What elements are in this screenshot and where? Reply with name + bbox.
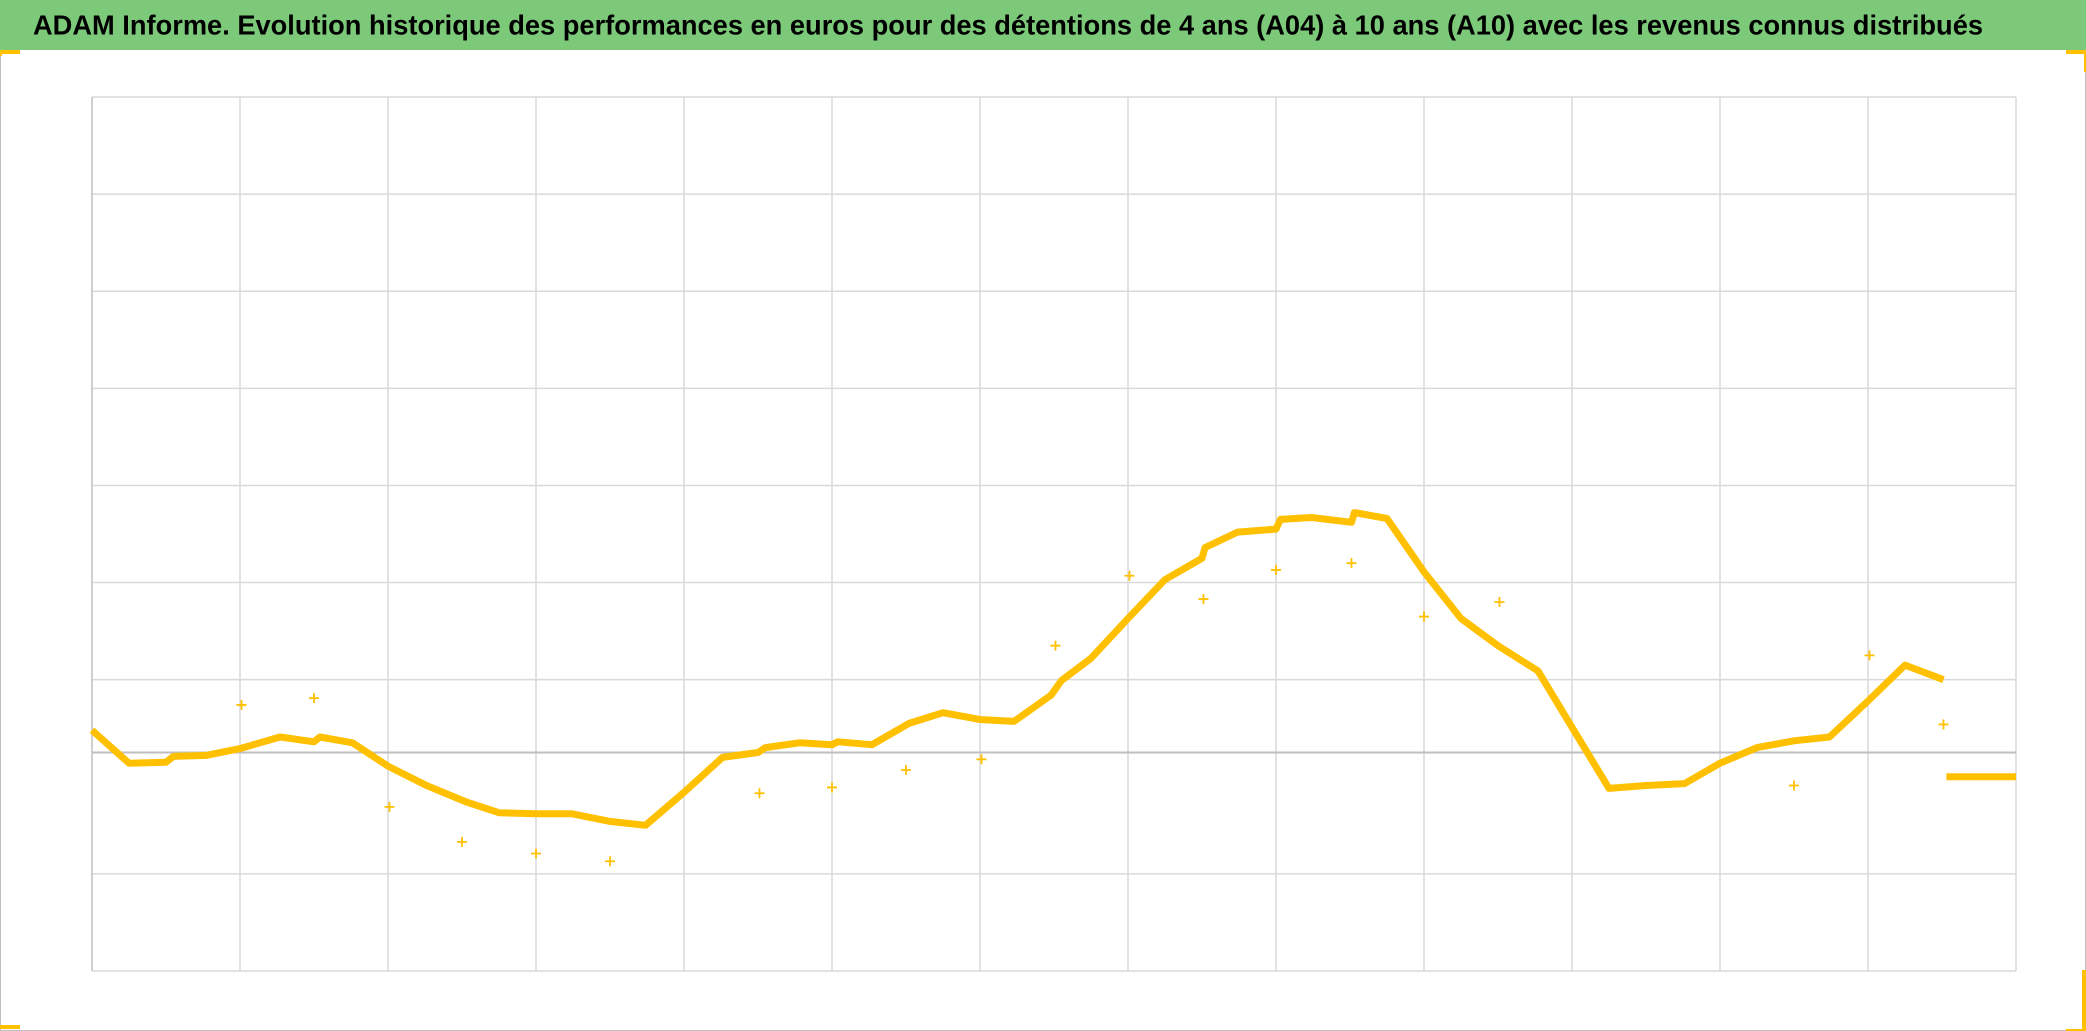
plus-marker bbox=[1789, 780, 1799, 791]
plus-marker bbox=[1198, 594, 1209, 605]
plus-marker bbox=[1419, 611, 1429, 622]
corner-handle bbox=[2066, 50, 2086, 72]
plus-marker bbox=[309, 693, 319, 704]
plus-marker bbox=[1271, 564, 1281, 575]
plus-marker bbox=[754, 788, 765, 799]
plus-marker bbox=[1864, 650, 1875, 661]
plus-marker bbox=[1124, 570, 1135, 581]
plus-marker bbox=[976, 754, 987, 765]
plus-marker bbox=[1938, 719, 1949, 730]
plus-marker bbox=[457, 836, 467, 847]
plus-marker bbox=[605, 856, 615, 867]
plus-marker bbox=[1050, 640, 1061, 651]
plus-marker bbox=[236, 699, 247, 710]
plus-marker bbox=[1346, 558, 1357, 569]
series-line bbox=[89, 509, 2016, 829]
plus-marker bbox=[827, 782, 837, 793]
plot bbox=[89, 509, 2016, 867]
chart-title: ADAM Informe. Evolution historique des p… bbox=[33, 9, 1983, 40]
plus-marker bbox=[384, 801, 395, 812]
title-bar bbox=[0, 0, 2086, 50]
plus-marker bbox=[1494, 596, 1505, 607]
corner-handle bbox=[0, 50, 20, 56]
corner-handle bbox=[2066, 970, 2086, 1031]
grid bbox=[91, 96, 2017, 972]
plus-marker bbox=[901, 764, 911, 775]
plus-marker bbox=[531, 848, 541, 859]
